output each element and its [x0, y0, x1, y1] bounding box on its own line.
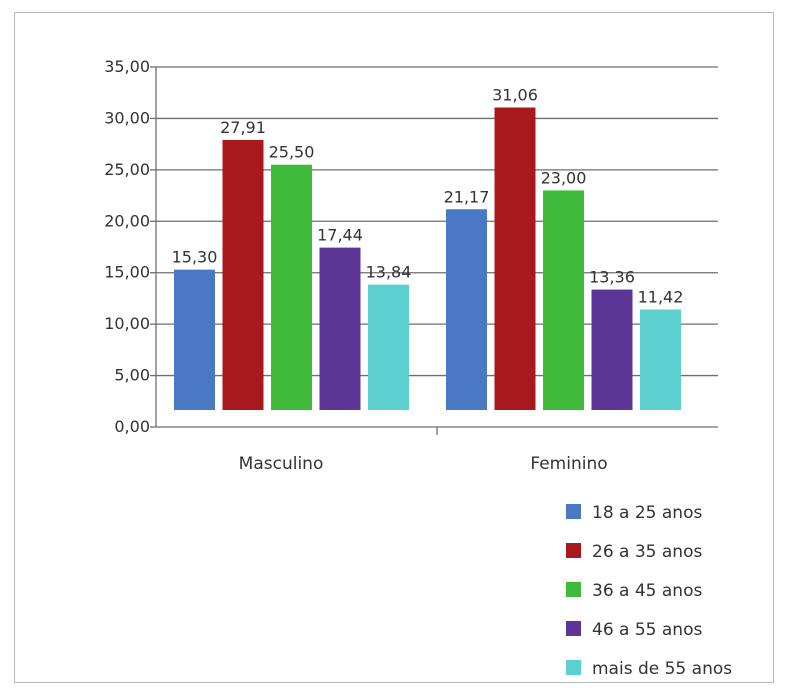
- legend-item-1: 26 a 35 anos: [566, 542, 702, 562]
- legend-item-3: 46 a 55 anos: [566, 620, 702, 640]
- legend-swatch-0: [566, 504, 581, 519]
- data-label-feminino-0: 21,17: [444, 187, 490, 206]
- y-tick-label-6: 30,00: [104, 108, 150, 127]
- y-tick-label-7: 35,00: [104, 57, 150, 76]
- bars: [174, 107, 681, 411]
- bar-masculino-4: [368, 284, 409, 410]
- bar-feminino-0: [446, 209, 487, 410]
- bar-feminino-1: [494, 107, 536, 411]
- y-tick-label-2: 10,00: [104, 314, 150, 333]
- category-label-masculino: Masculino: [239, 454, 324, 474]
- y-tick-label-4: 20,00: [104, 211, 150, 230]
- data-label-masculino-4: 13,84: [366, 263, 412, 282]
- legend-label-2: 36 a 45 anos: [592, 581, 702, 601]
- bar-feminino-2: [543, 190, 584, 410]
- data-label-masculino-3: 17,44: [317, 226, 363, 245]
- legend-swatch-4: [566, 660, 581, 675]
- bar-masculino-3: [319, 247, 361, 410]
- bar-feminino-3: [591, 289, 633, 410]
- bar-masculino-1: [222, 139, 264, 410]
- data-label-masculino-2: 25,50: [269, 143, 315, 162]
- category-label-feminino: Feminino: [530, 454, 607, 474]
- y-tick-label-5: 25,00: [104, 160, 150, 179]
- y-tick-label-1: 5,00: [114, 366, 150, 385]
- y-tick-label-0: 0,00: [114, 417, 150, 436]
- axes: [155, 67, 438, 435]
- legend: 18 a 25 anos 26 a 35 anos 36 a 45 anos 46 a…: [566, 503, 732, 679]
- legend-label-4: mais de 55 anos: [592, 659, 732, 679]
- y-tick-label-3: 15,00: [104, 263, 150, 282]
- legend-item-2: 36 a 45 anos: [566, 581, 702, 601]
- legend-swatch-2: [566, 582, 581, 597]
- legend-label-3: 46 a 55 anos: [592, 620, 702, 640]
- data-label-masculino-1: 27,91: [220, 118, 266, 137]
- bar-masculino-2: [271, 164, 312, 410]
- legend-label-1: 26 a 35 anos: [592, 542, 702, 562]
- y-axis-ticks: 0,00 5,00 10,00 15,00 20,00 25,00 30,00 35,00: [104, 57, 156, 436]
- data-label-feminino-4: 11,42: [638, 288, 684, 307]
- legend-label-0: 18 a 25 anos: [592, 503, 702, 523]
- data-label-feminino-3: 13,36: [589, 268, 635, 287]
- data-label-masculino-0: 15,30: [172, 248, 218, 267]
- bar-masculino-0: [174, 269, 215, 410]
- legend-swatch-1: [566, 543, 581, 558]
- data-label-feminino-2: 23,00: [541, 168, 587, 187]
- category-labels: Masculino Feminino: [239, 454, 608, 474]
- data-label-feminino-1: 31,06: [492, 86, 538, 105]
- legend-swatch-3: [566, 621, 581, 636]
- legend-item-4: mais de 55 anos: [566, 659, 732, 679]
- bar-feminino-4: [640, 309, 681, 410]
- legend-item-0: 18 a 25 anos: [566, 503, 702, 523]
